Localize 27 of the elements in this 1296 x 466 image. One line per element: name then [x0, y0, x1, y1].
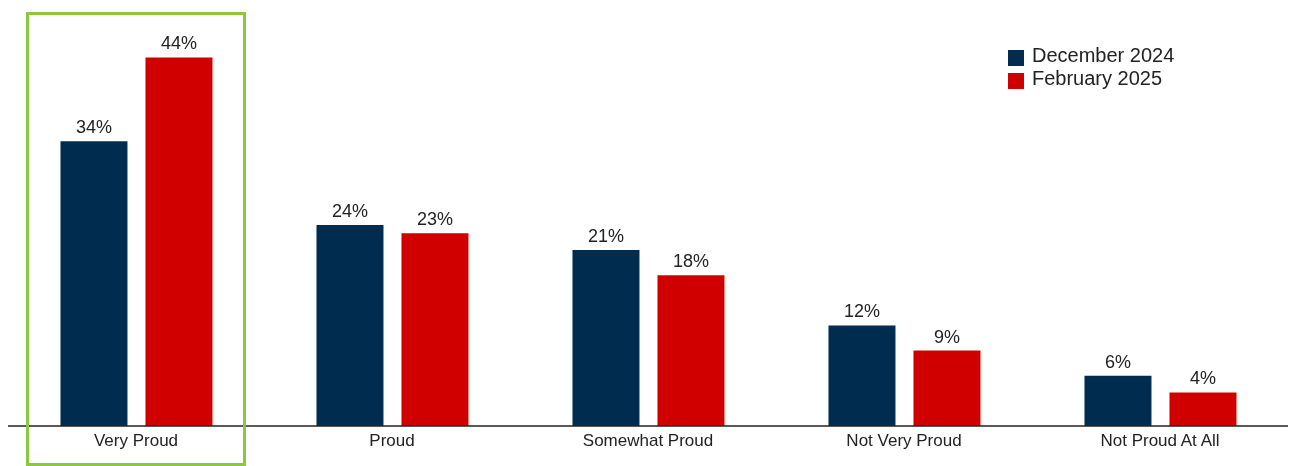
x-tick-label: Not Proud At All	[1100, 431, 1220, 451]
data-label: 21%	[587, 226, 624, 247]
bar	[316, 224, 384, 426]
bar	[1084, 375, 1152, 426]
data-label: 24%	[331, 200, 368, 221]
data-label: 4%	[1189, 368, 1216, 389]
bar	[913, 350, 981, 426]
data-label: 34%	[75, 117, 112, 138]
data-label: 44%	[160, 33, 197, 54]
data-label: 12%	[843, 301, 880, 322]
bar	[401, 233, 469, 426]
data-label: 23%	[416, 209, 453, 230]
x-tick-label: Somewhat Proud	[582, 431, 714, 451]
x-tick-label: Not Very Proud	[846, 431, 962, 451]
data-label: 9%	[933, 326, 960, 347]
x-tick-label: Very Proud	[93, 431, 179, 451]
bar	[60, 141, 128, 426]
data-label: 18%	[672, 251, 709, 272]
x-tick-label: Proud	[369, 431, 415, 451]
bar	[657, 275, 725, 426]
bar	[1169, 392, 1237, 426]
legend-label: December 2024	[1032, 44, 1175, 66]
bar	[145, 57, 213, 426]
data-label: 6%	[1104, 351, 1131, 372]
legend-label: February 2025	[1032, 67, 1163, 89]
bar	[572, 250, 640, 426]
bar	[828, 325, 896, 426]
